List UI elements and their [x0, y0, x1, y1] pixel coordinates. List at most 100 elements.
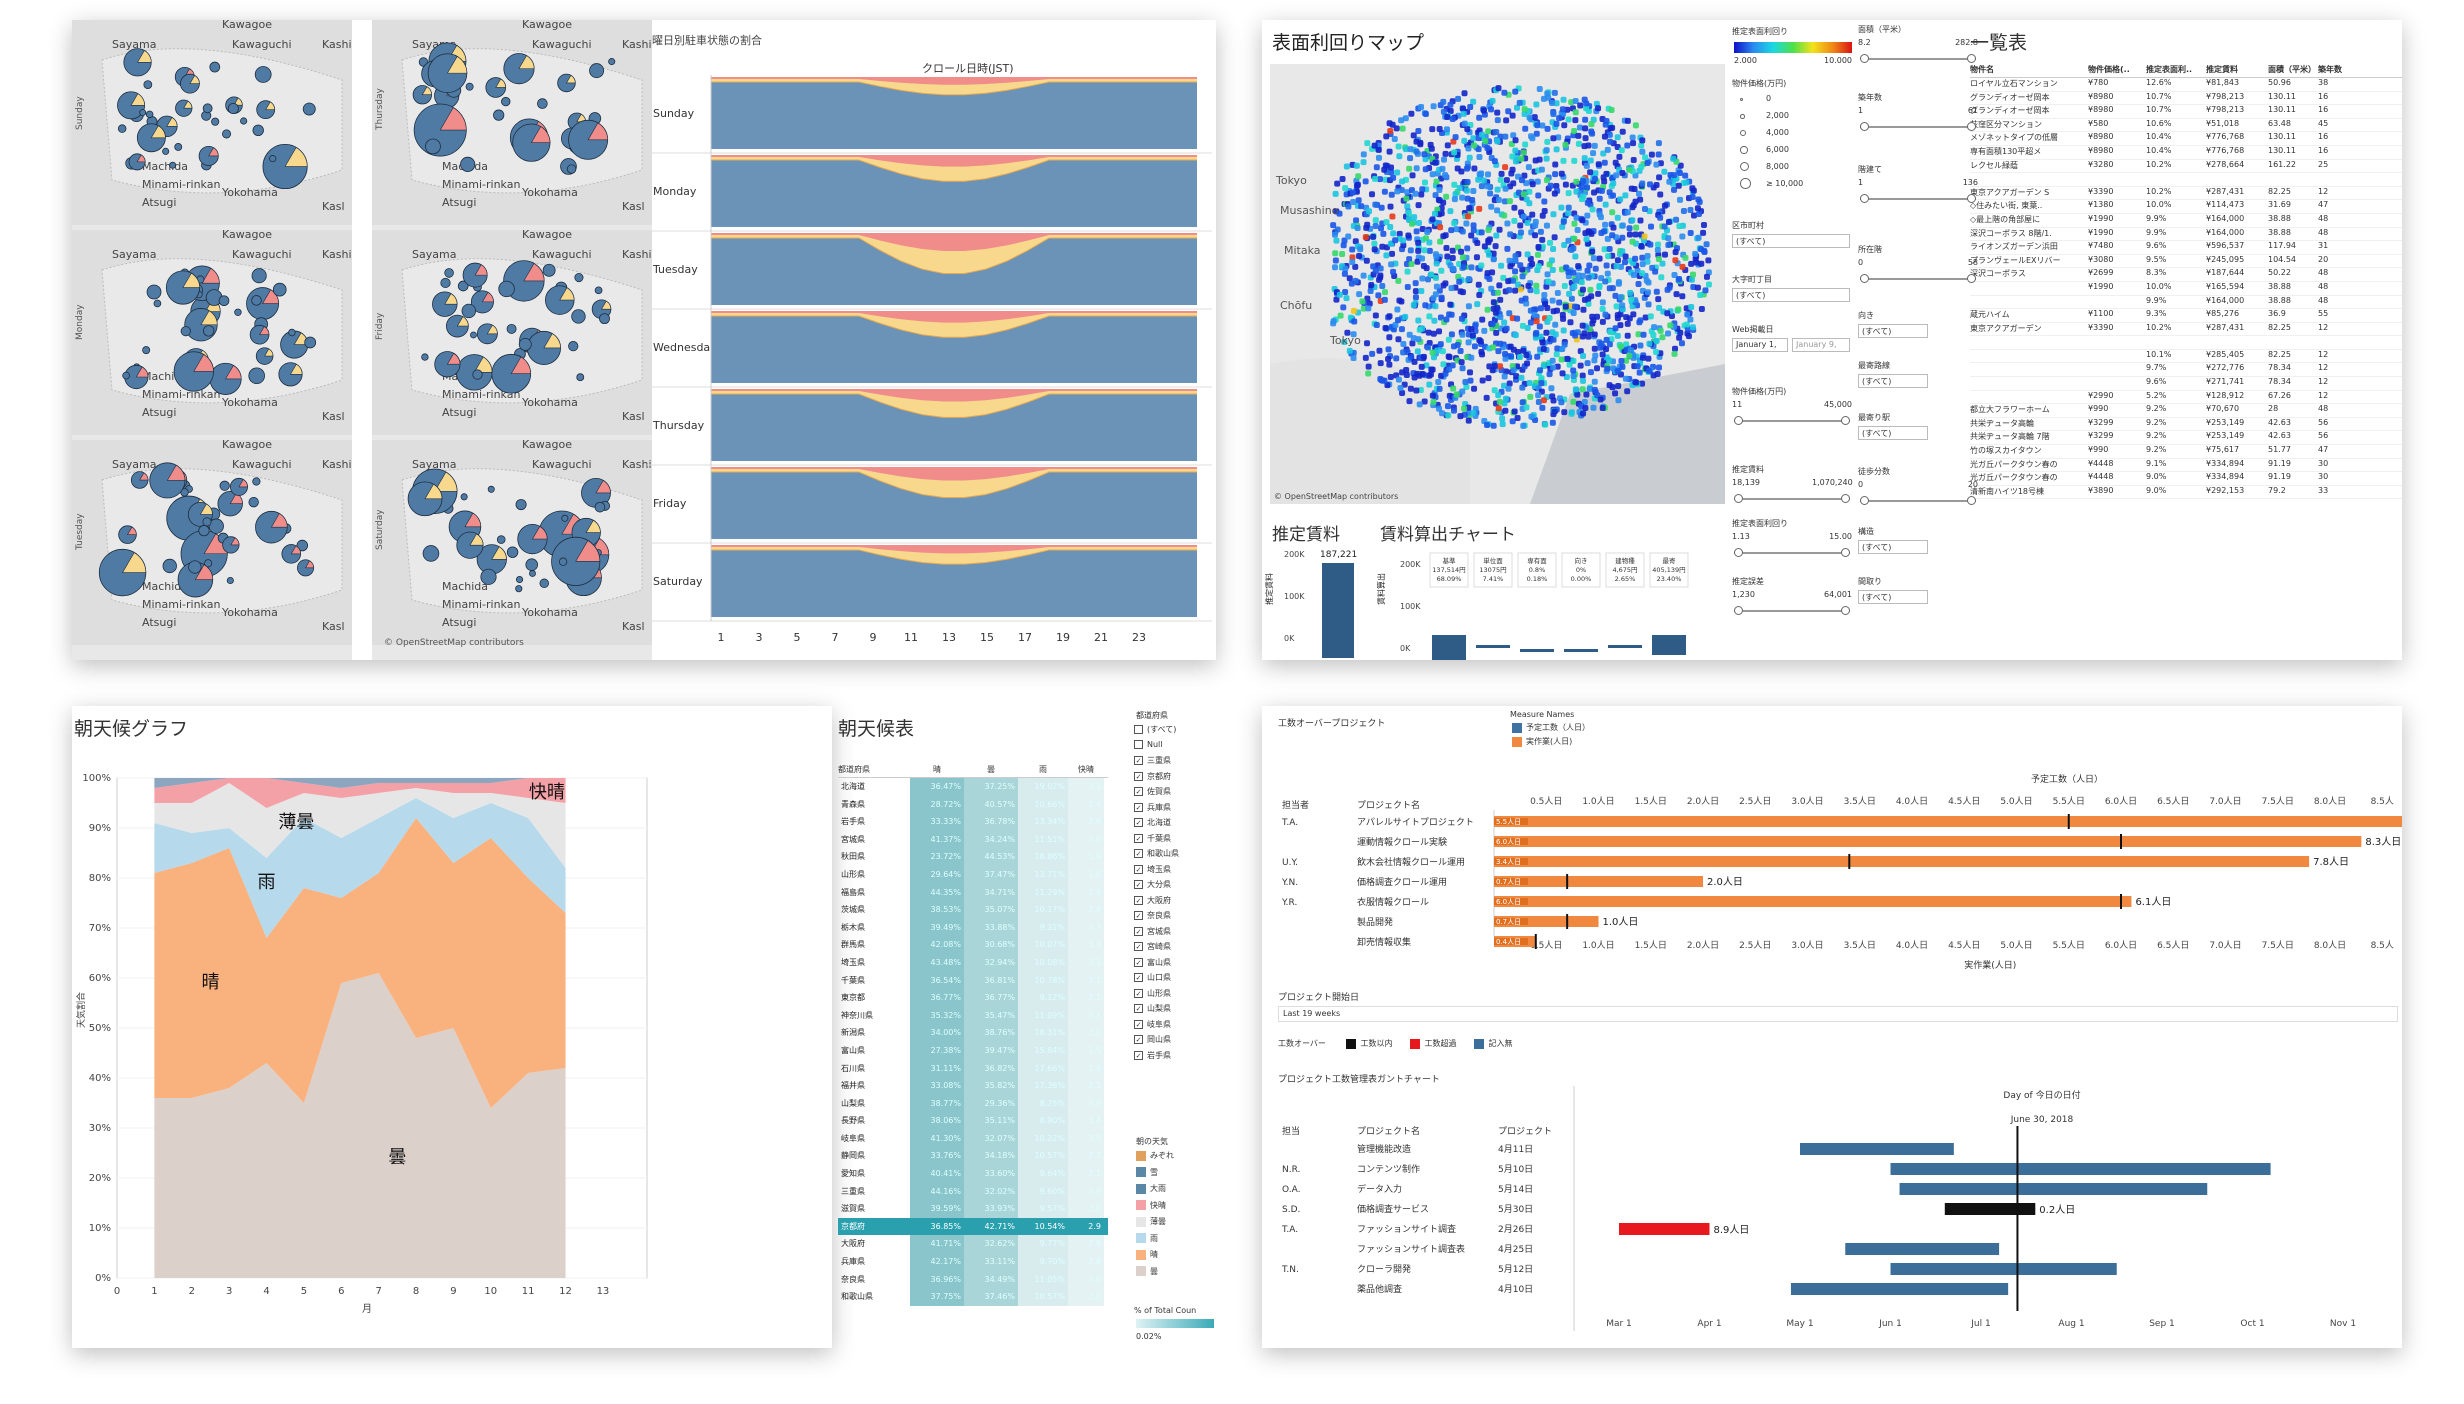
panel-parking-dashboard: Sunday Sayama Kawaguchi Machida Minami-rinka… [72, 20, 1216, 660]
slider-loc-track [1860, 274, 1976, 283]
yield-point [1550, 245, 1557, 252]
pref-filter-checkbox: ✓ [1134, 756, 1143, 765]
yield-point [1448, 331, 1455, 338]
pref-filter-item[interactable]: ✓ 埼玉県 [1134, 864, 1214, 880]
yield-point [1687, 316, 1694, 323]
pref-filter-item[interactable]: ✓ 京都府 [1134, 771, 1214, 787]
pref-filter-item[interactable]: ✓ 山梨県 [1134, 1003, 1214, 1019]
filter-layout-dropdown[interactable]: (すべて) [1858, 590, 1928, 604]
yield-point [1490, 422, 1497, 429]
rent-tick: 200K [1284, 550, 1305, 559]
slider-area-knob-max[interactable] [1967, 54, 1976, 63]
filter-city-dropdown[interactable]: (すべて) [1732, 234, 1850, 248]
yield-point [1671, 272, 1678, 279]
slider-yield-knob-max[interactable] [1841, 548, 1850, 557]
yield-point [1464, 195, 1471, 202]
slider-loc-knob-min[interactable] [1860, 274, 1869, 283]
filter-web-to[interactable]: January 9, [1792, 338, 1850, 352]
slider-yield-knob-min[interactable] [1734, 548, 1743, 557]
pref-filter-item[interactable]: (すべて) [1134, 724, 1214, 740]
slider-area-knob-min[interactable] [1860, 54, 1869, 63]
slider-walk-knob-max[interactable] [1967, 496, 1976, 505]
pref-filter-item[interactable]: ✓ 岐阜県 [1134, 1019, 1214, 1035]
filter-dir-dropdown[interactable]: (すべて) [1858, 324, 1928, 338]
table-cell: 38.88 [2268, 295, 2291, 305]
yield-point [1427, 371, 1434, 378]
pref-filter-item[interactable]: ✓ 山口県 [1134, 972, 1214, 988]
x-tick-label: 5 [301, 1286, 307, 1297]
yield-point [1439, 410, 1446, 417]
pref-filter-item[interactable]: ✓ 佐賀県 [1134, 786, 1214, 802]
table-header-row: 物件名 物件価格(.. 推定表面利.. 推定賃料 面積（平米） 築年数 [1970, 64, 2402, 78]
pref-filter-item[interactable]: ✓ 宮城県 [1134, 926, 1214, 942]
pref-filter-item[interactable]: Null [1134, 739, 1214, 756]
slider-age-knob-min[interactable] [1860, 122, 1869, 131]
yield-point [1545, 278, 1552, 285]
slider-error-knob-min[interactable] [1734, 606, 1743, 615]
slider-rent-knob-max[interactable] [1841, 494, 1850, 503]
pref-filter-item[interactable]: ✓ 宮崎県 [1134, 941, 1214, 957]
pref-filter-item[interactable]: ✓ 大阪府 [1134, 895, 1214, 911]
yield-point [1435, 379, 1442, 386]
parking-pie [472, 369, 483, 380]
pref-filter-item[interactable]: ✓ 富山県 [1134, 957, 1214, 973]
yield-point [1695, 210, 1702, 217]
pref-filter-item[interactable]: ✓ 大分県 [1134, 879, 1214, 895]
yield-point [1689, 324, 1696, 331]
pref-filter-item[interactable]: ✓ 岡山県 [1134, 1034, 1214, 1050]
slider-error-knob-max[interactable] [1841, 606, 1850, 615]
yield-point [1502, 185, 1509, 192]
waterfall-bar [1652, 635, 1686, 655]
weather-table-cell: 36.85% [930, 1221, 961, 1231]
pref-filter-item[interactable]: ✓ 岩手県 [1134, 1050, 1214, 1066]
weather-table-cell: 2.9 [1088, 1221, 1101, 1231]
yield-point [1478, 131, 1485, 138]
chart2-tick: 0K [1400, 644, 1411, 653]
yield-point [1558, 170, 1565, 177]
yield-point [1363, 224, 1370, 231]
weather-table-cell: 17.66% [1018, 1059, 1068, 1078]
yield-point [1610, 224, 1617, 231]
bar-plan-text: 3.4人日 [1496, 858, 1521, 866]
yield-map-title: 表面利回りマップ [1272, 32, 1425, 54]
yield-point [1378, 204, 1385, 211]
y-tick-label: 40% [89, 1073, 111, 1084]
filter-struct-dropdown[interactable]: (すべて) [1858, 540, 1928, 554]
filter-web-from[interactable]: January 1, [1732, 338, 1788, 352]
pref-filter-item[interactable]: ✓ 山形県 [1134, 988, 1214, 1004]
yield-point [1510, 180, 1517, 187]
filter-station-dropdown[interactable]: (すべて) [1858, 426, 1928, 440]
yield-point [1540, 345, 1547, 352]
slider-price-knob-min[interactable] [1734, 416, 1743, 425]
pref-filter-item[interactable]: ✓ 三重県 [1134, 755, 1214, 771]
pref-filter-item[interactable]: ✓ 千葉県 [1134, 833, 1214, 849]
pref-filter-item[interactable]: ✓ 兵庫県 [1134, 802, 1214, 818]
slider-age-knob-max[interactable] [1967, 122, 1976, 131]
slider-floor-knob-min[interactable] [1860, 194, 1869, 203]
table-row: 東京アクアガーデン ¥3390 10.2% ¥287,431 82.25 12 [1970, 323, 2402, 337]
pref-filter-item[interactable]: ✓ 奈良県 [1134, 910, 1214, 926]
measure-title: Measure Names [1510, 710, 1575, 719]
yield-point [1412, 190, 1419, 197]
slider-rent-knob-min[interactable] [1734, 494, 1743, 503]
slider-floor-knob-max[interactable] [1967, 194, 1976, 203]
weather-table-cell: 34.49% [964, 1270, 1018, 1289]
table-row [1970, 173, 2402, 187]
map-place-label: Kashi [622, 38, 652, 51]
start-filter-value[interactable]: Last 19 weeks [1278, 1006, 2398, 1022]
filter-line-dropdown[interactable]: (すべて) [1858, 374, 1928, 388]
parking-pie-slice [194, 564, 214, 580]
slider-loc-knob-max[interactable] [1967, 274, 1976, 283]
bottom-tick: 2.0人日 [1687, 940, 1719, 951]
slider-price-knob-max[interactable] [1841, 416, 1850, 425]
weather-table-cell: 2.4 [1068, 795, 1104, 814]
yield-point [1624, 209, 1631, 216]
filter-town-dropdown[interactable]: (すべて) [1732, 288, 1850, 302]
table-cell: ¥165,594 [2206, 281, 2245, 291]
pref-filter-item[interactable]: ✓ 北海道 [1134, 817, 1214, 833]
pref-filter-item[interactable]: ✓ 和歌山県 [1134, 848, 1214, 864]
slider-walk-knob-min[interactable] [1860, 496, 1869, 505]
table-cell: ¥776,768 [2206, 145, 2245, 155]
slider-error-track [1734, 606, 1850, 615]
